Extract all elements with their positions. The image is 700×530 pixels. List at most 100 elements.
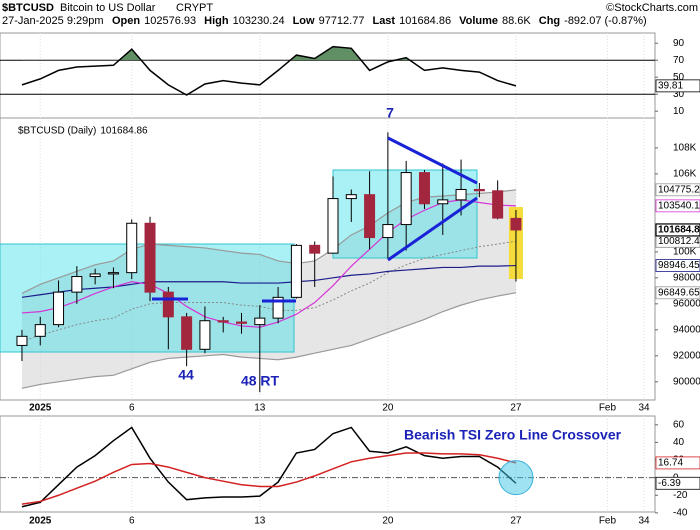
value-label-box <box>655 456 700 470</box>
value-label: 104775.27 <box>658 184 700 195</box>
y-tick-label: -20 <box>673 490 688 501</box>
value-label: 100812.46 <box>658 236 700 247</box>
x-tick-label: 6 <box>129 403 135 414</box>
panel-frame <box>0 117 656 401</box>
y-tick-label: 10 <box>673 106 685 117</box>
value-label-box <box>655 259 700 272</box>
y-tick-label: 30 <box>673 89 685 100</box>
annotation: 48 RT <box>241 373 280 389</box>
value-label-box <box>655 183 700 197</box>
y-tick-label: 70 <box>673 55 685 66</box>
series-line <box>21 45 517 96</box>
info-value: 97712.77 <box>319 15 365 27</box>
y-tick-label: 94000 <box>673 324 700 335</box>
value-label: 101684.86 <box>658 225 700 236</box>
value-label-box <box>655 199 700 213</box>
series-line <box>21 426 517 508</box>
value-label: 16.74 <box>658 458 683 469</box>
candle-body <box>473 188 485 192</box>
credit: ©StockCharts.com <box>606 2 698 14</box>
y-tick-label: 98000 <box>673 272 700 283</box>
value-label-box <box>655 476 700 490</box>
overlay-line <box>21 199 516 328</box>
x-tick-label: 27 <box>510 403 522 414</box>
info-value: -892.07 (-0.87%) <box>564 15 647 27</box>
candle-body <box>309 244 321 254</box>
candle-body <box>290 244 302 298</box>
info-label: Chg <box>539 15 560 27</box>
x-tick-label: 34 <box>638 403 650 414</box>
y-tick-label: 92000 <box>673 350 700 361</box>
candle-body <box>181 316 193 350</box>
y-tick-label: 108K <box>673 143 697 154</box>
bollinger-band <box>21 189 516 389</box>
value-label: 96849.65 <box>658 287 700 298</box>
panel-frame <box>0 415 656 513</box>
x-tick-label: 20 <box>382 403 394 414</box>
overlay-line <box>21 292 517 389</box>
legend-value: 101684.86 <box>100 126 148 137</box>
candle-body <box>236 321 248 324</box>
info-value: 103230.24 <box>233 15 285 27</box>
info-label: Open <box>112 15 140 27</box>
annotation: 44 <box>178 367 194 383</box>
highlight-circle <box>498 460 534 496</box>
y-tick-label: 90 <box>673 38 685 49</box>
trend-line <box>387 136 478 185</box>
candle-body <box>272 296 284 319</box>
exchange: CRYPT <box>176 2 213 14</box>
candle-body <box>199 320 211 350</box>
candle-body <box>418 172 430 205</box>
candle-body <box>16 335 28 346</box>
value-label-box <box>655 223 700 237</box>
candle-body <box>254 317 266 326</box>
candle-body <box>144 222 156 293</box>
x-tick-label: 2025 <box>29 516 52 527</box>
overlay-line <box>21 240 517 342</box>
x-tick-label: 13 <box>254 516 266 527</box>
value-label-box <box>655 79 700 93</box>
x-tick-label: 2025 <box>29 403 52 414</box>
value-label: 98946.45 <box>658 260 700 271</box>
info-line: Open 102576.93 High 103230.24 Low 97712.77 Las… <box>112 15 647 27</box>
x-tick-label: 20 <box>382 516 394 527</box>
value-label: 103540.11 <box>658 200 700 211</box>
candle-body <box>510 217 522 231</box>
y-tick-label: 50 <box>673 72 685 83</box>
candle-body <box>89 273 101 278</box>
info-value: 88.6K <box>502 15 531 27</box>
x-tick-label: 6 <box>129 516 135 527</box>
candle-body <box>437 199 449 205</box>
candle-body <box>162 291 174 318</box>
y-tick-label: 100K <box>673 246 697 257</box>
candle-body <box>71 276 83 293</box>
y-tick-label: 90000 <box>673 376 700 387</box>
value-label: -6.39 <box>658 478 681 489</box>
candle-body <box>107 272 119 275</box>
candle-body <box>382 224 394 239</box>
candle-body <box>126 222 138 274</box>
value-label-box <box>655 286 700 300</box>
x-tick-label: 13 <box>254 403 266 414</box>
info-label: High <box>204 15 229 27</box>
candle-body <box>34 324 46 337</box>
name: Bitcoin to US Dollar <box>60 2 156 14</box>
overlay-line <box>21 189 517 294</box>
y-tick-label: 106K <box>673 169 697 180</box>
trend-line <box>387 196 478 262</box>
candle-body <box>492 190 504 219</box>
info-value: 101684.86 <box>399 15 451 27</box>
x-tick-label: Feb <box>599 516 617 527</box>
annotation: Bearish TSI Zero Line Crossover <box>404 427 622 443</box>
candle-body <box>455 188 467 201</box>
candle-body <box>53 291 65 326</box>
value-label: 39.81 <box>658 81 683 92</box>
info-label: Last <box>372 15 395 27</box>
x-tick-label: 34 <box>638 516 650 527</box>
candle-body <box>327 198 339 254</box>
info-label: Volume <box>459 15 498 27</box>
overlay-line <box>21 264 516 298</box>
y-tick-label: -40 <box>673 508 688 519</box>
